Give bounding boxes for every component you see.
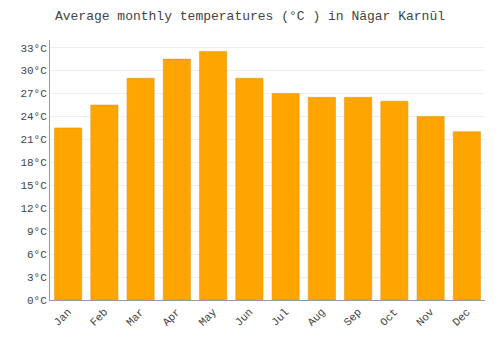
svg-text:Jun: Jun	[233, 306, 255, 328]
svg-text:21°C: 21°C	[20, 134, 47, 146]
svg-text:Average monthly temperatures (: Average monthly temperatures (°C ) in Nā…	[55, 9, 445, 24]
svg-text:Nov: Nov	[414, 306, 437, 329]
svg-text:0°C: 0°C	[27, 295, 47, 307]
svg-text:15°C: 15°C	[20, 180, 47, 192]
svg-text:24°C: 24°C	[20, 111, 47, 123]
svg-text:12°C: 12°C	[20, 203, 47, 215]
svg-text:Aug: Aug	[305, 306, 327, 328]
svg-text:Jul: Jul	[269, 306, 291, 328]
svg-text:3°C: 3°C	[27, 272, 47, 284]
svg-text:Feb: Feb	[88, 306, 110, 328]
svg-text:Jan: Jan	[52, 306, 74, 328]
svg-text:30°C: 30°C	[20, 65, 47, 77]
svg-text:Oct: Oct	[378, 306, 400, 328]
svg-text:Sep: Sep	[342, 306, 364, 328]
svg-text:Apr: Apr	[160, 306, 182, 328]
svg-text:6°C: 6°C	[27, 249, 47, 261]
svg-text:27°C: 27°C	[20, 88, 47, 100]
svg-text:Mar: Mar	[124, 306, 146, 328]
svg-text:33°C: 33°C	[20, 43, 47, 55]
svg-text:Dec: Dec	[450, 306, 472, 328]
svg-text:18°C: 18°C	[20, 157, 47, 169]
svg-text:9°C: 9°C	[27, 226, 47, 238]
svg-text:May: May	[197, 306, 220, 329]
